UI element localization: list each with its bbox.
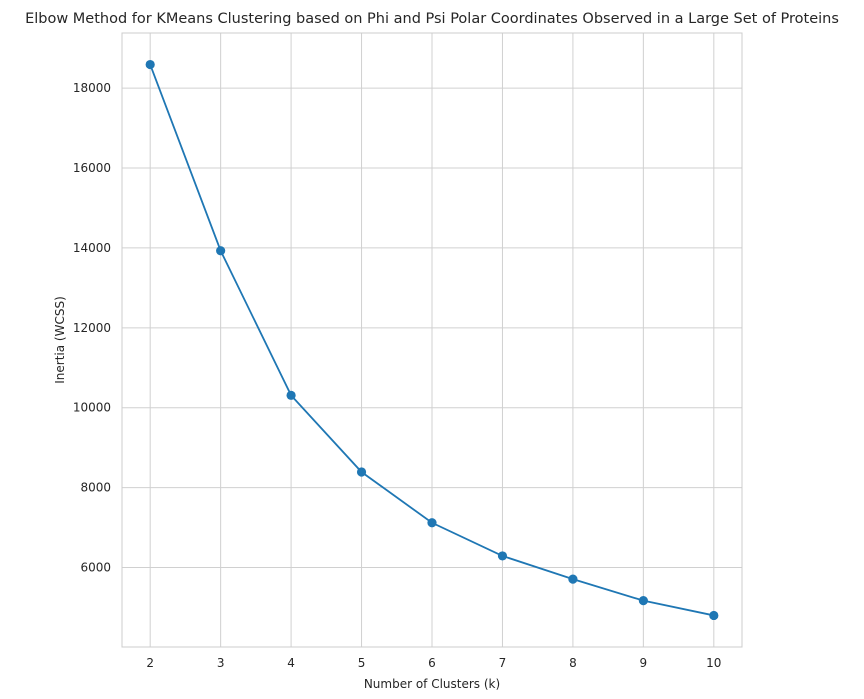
x-tick-label: 6 [428,656,436,670]
y-tick-label: 18000 [73,81,111,95]
y-tick-label: 12000 [73,321,111,335]
x-tick-label: 10 [706,656,721,670]
series [145,59,719,621]
data-point [638,596,648,606]
data-point [427,518,437,528]
x-tick-label: 8 [569,656,577,670]
data-point [568,574,578,584]
data-point [286,390,296,400]
x-tick-label: 3 [217,656,225,670]
y-axis-label: Inertia (WCSS) [53,296,67,384]
data-point [709,610,719,621]
grid [122,33,742,647]
plot-frame [121,32,743,648]
tick-labels: 2 3 4 5 6 7 8 9 10 6000 8000 10000 12000 14000 16000 18… [73,81,722,670]
data-point [356,467,367,477]
y-tick-label: 16000 [73,161,111,175]
chart-title: Elbow Method for KMeans Clustering based… [25,11,839,27]
data-point [497,551,508,561]
x-tick-label: 7 [499,656,507,670]
x-tick-label: 4 [287,656,295,670]
data-point [216,246,226,256]
y-tick-label: 10000 [73,401,111,415]
x-tick-label: 5 [358,656,366,670]
data-point [145,59,155,70]
x-tick-label: 9 [640,656,648,670]
x-axis-label: Number of Clusters (k) [364,677,500,691]
y-tick-label: 14000 [73,241,111,255]
y-tick-label: 6000 [80,561,111,575]
x-tick-label: 2 [146,656,154,670]
y-tick-label: 8000 [80,481,111,495]
